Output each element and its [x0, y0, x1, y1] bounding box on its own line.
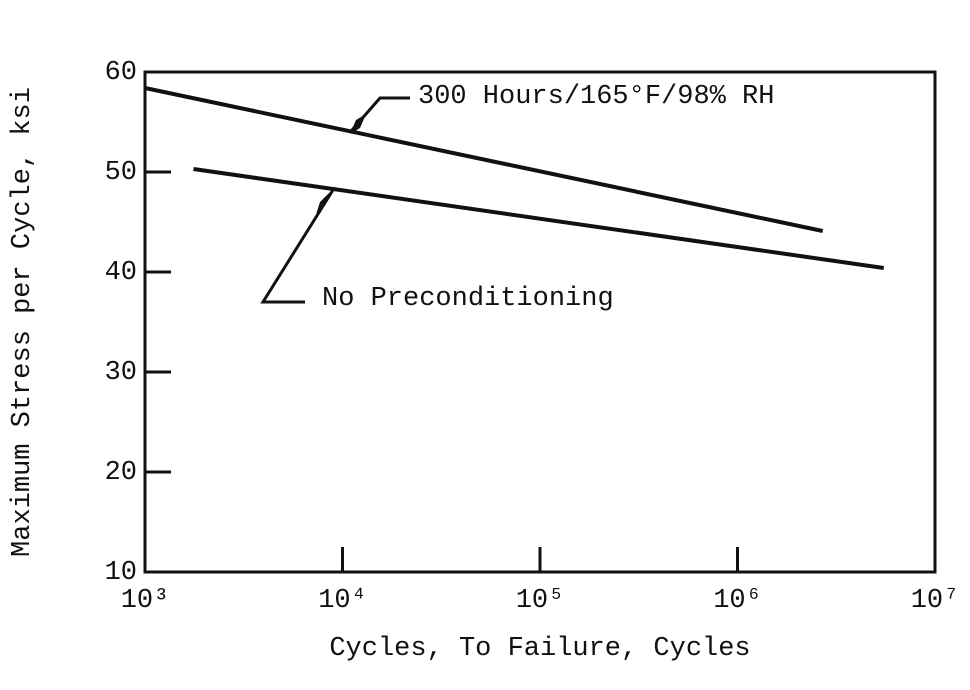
x-tick-label: 10⁶ — [713, 586, 762, 616]
annotation: 300 Hours/165°F/98% RH — [418, 82, 774, 112]
y-axis-label: Maximum Stress per Cycle, ksi — [8, 87, 38, 557]
y-tick-label: 40 — [105, 258, 137, 288]
y-tick-label: 20 — [105, 458, 137, 488]
x-tick-label: 10⁴ — [318, 586, 367, 616]
series-line — [193, 167, 885, 270]
plot-frame — [143, 70, 937, 574]
annotation: No Preconditioning — [322, 284, 614, 314]
y-tick-label: 60 — [105, 58, 137, 88]
y-tick-label: 30 — [105, 358, 137, 388]
x-tick-label: 10⁵ — [516, 586, 565, 616]
x-tick-label: 10⁷ — [911, 586, 960, 616]
y-tick-label: 50 — [105, 158, 137, 188]
y-tick-label: 10 — [105, 558, 137, 588]
leader-arrow — [350, 114, 366, 134]
x-axis-label: Cycles, To Failure, Cycles — [329, 634, 750, 664]
leader-line — [260, 189, 335, 304]
x-tick-label: 10³ — [121, 586, 170, 616]
series-line — [144, 86, 824, 233]
leader-arrow — [315, 186, 336, 218]
